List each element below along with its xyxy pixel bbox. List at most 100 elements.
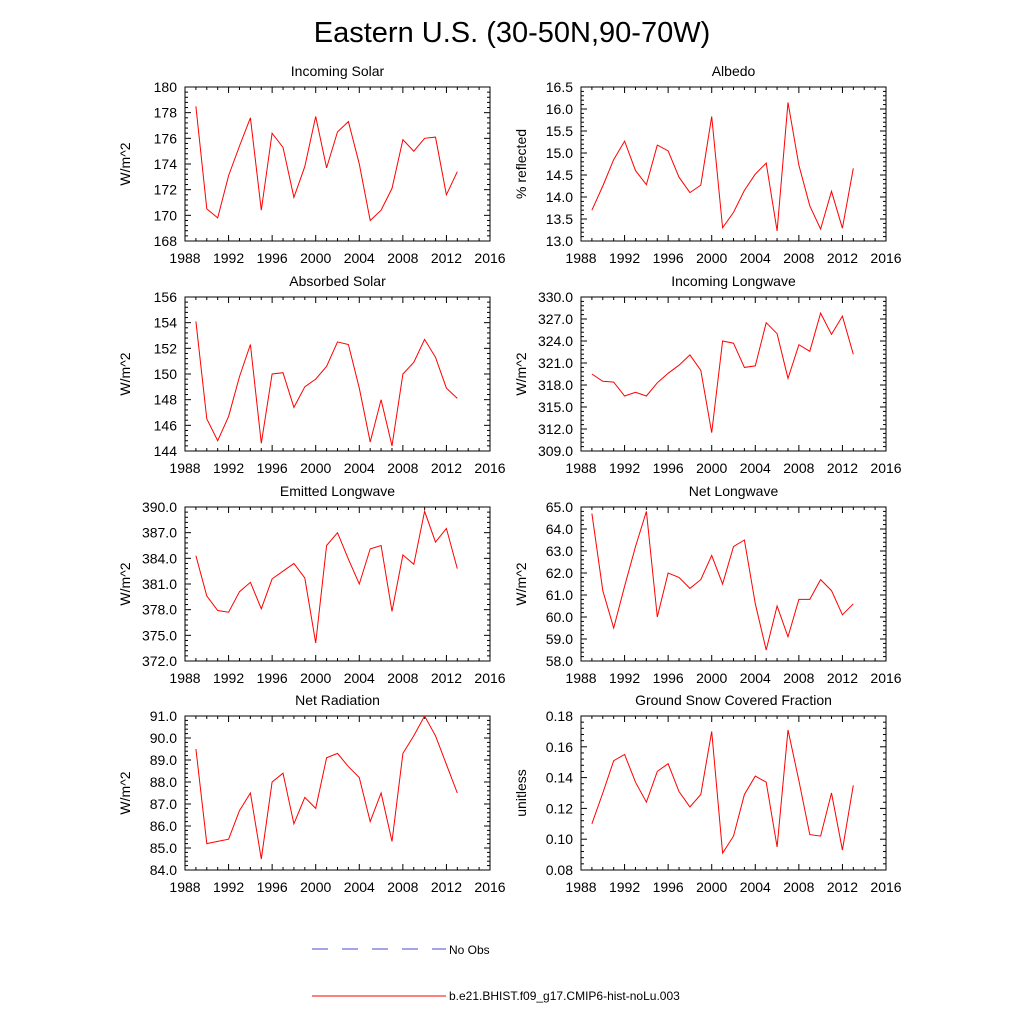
x-tick-label: 2004 — [344, 670, 375, 686]
x-tick-label: 1988 — [565, 250, 596, 266]
y-tick-label: 0.18 — [546, 708, 573, 724]
y-axis-label: W/m^2 — [513, 352, 529, 395]
y-tick-label: 86.0 — [150, 818, 177, 834]
legend-label-model: b.e21.BHIST.f09_g17.CMIP6-hist-noLu.003 — [449, 989, 680, 1003]
x-tick-label: 2012 — [431, 460, 462, 476]
x-tick-label: 1996 — [257, 250, 288, 266]
plot-frame — [184, 86, 491, 242]
x-tick-label: 2000 — [696, 250, 727, 266]
x-tick-label: 2016 — [870, 670, 901, 686]
x-tick-label: 2012 — [827, 460, 858, 476]
y-tick-label: 312.0 — [538, 421, 573, 437]
y-tick-label: 372.0 — [142, 653, 177, 669]
x-tick-label: 2012 — [431, 879, 462, 895]
y-tick-label: 384.0 — [142, 550, 177, 566]
x-tick-label: 2008 — [387, 879, 418, 895]
y-tick-label: 63.0 — [546, 543, 573, 559]
y-tick-label: 13.5 — [546, 211, 573, 227]
y-axis-label: unitless — [513, 769, 529, 816]
panel-7: Net Radiation 1988 1992 1996 2000 2004 2008 201… — [117, 692, 506, 895]
x-tick-label: 2012 — [431, 250, 462, 266]
y-tick-label: 14.5 — [546, 167, 573, 183]
x-tick-label: 2012 — [827, 879, 858, 895]
y-tick-label: 61.0 — [546, 587, 573, 603]
x-tick-label: 1988 — [169, 670, 200, 686]
y-axis-label: W/m^2 — [117, 771, 133, 814]
x-tick-label: 2008 — [387, 460, 418, 476]
y-tick-label: 60.0 — [546, 609, 573, 625]
x-tick-label: 2012 — [431, 670, 462, 686]
x-tick-label: 2016 — [870, 460, 901, 476]
y-tick-label: 87.0 — [150, 796, 177, 812]
x-tick-label: 1988 — [169, 250, 200, 266]
y-axis-label: W/m^2 — [117, 562, 133, 605]
y-tick-label: 146 — [154, 417, 178, 433]
x-tick-label: 2016 — [870, 879, 901, 895]
panel-4: Incoming Longwave 1988 1992 1996 2000 2004 200… — [513, 273, 902, 476]
x-tick-label: 1996 — [257, 879, 288, 895]
series-line — [195, 106, 458, 222]
y-tick-label: 91.0 — [150, 708, 177, 724]
series-line — [195, 714, 458, 860]
plot-frame — [580, 506, 887, 662]
plot-frame — [580, 86, 887, 242]
y-tick-label: 170 — [154, 207, 178, 223]
panel-title: Absorbed Solar — [289, 273, 386, 289]
y-tick-label: 152 — [154, 340, 178, 356]
plot-frame — [184, 506, 491, 662]
panel-title: Emitted Longwave — [280, 483, 395, 499]
y-tick-label: 59.0 — [546, 631, 573, 647]
x-tick-label: 2004 — [344, 460, 375, 476]
x-tick-label: 2004 — [740, 670, 771, 686]
y-tick-label: 64.0 — [546, 521, 573, 537]
x-tick-label: 2000 — [696, 460, 727, 476]
y-tick-label: 375.0 — [142, 627, 177, 643]
y-tick-label: 144 — [154, 443, 178, 459]
y-tick-label: 378.0 — [142, 602, 177, 618]
x-tick-label: 2016 — [870, 250, 901, 266]
y-tick-label: 0.10 — [546, 831, 573, 847]
y-axis-label: W/m^2 — [117, 352, 133, 395]
y-tick-label: 58.0 — [546, 653, 573, 669]
x-tick-label: 2012 — [827, 670, 858, 686]
x-tick-label: 1996 — [653, 460, 684, 476]
x-tick-label: 2008 — [387, 670, 418, 686]
x-tick-label: 1996 — [653, 879, 684, 895]
y-tick-label: 15.0 — [546, 145, 573, 161]
y-tick-label: 318.0 — [538, 377, 573, 393]
x-tick-label: 2016 — [474, 250, 505, 266]
x-tick-label: 1996 — [257, 670, 288, 686]
x-tick-label: 1988 — [565, 670, 596, 686]
panel-title: Incoming Solar — [291, 63, 385, 79]
y-tick-label: 15.5 — [546, 123, 573, 139]
y-tick-label: 62.0 — [546, 565, 573, 581]
y-tick-label: 178 — [154, 105, 178, 121]
y-tick-label: 154 — [154, 315, 178, 331]
y-tick-label: 381.0 — [142, 576, 177, 592]
figure-title: Eastern U.S. (30-50N,90-70W) — [314, 17, 710, 49]
panel-title: Net Radiation — [295, 692, 380, 708]
legend: No Obs b.e21.BHIST.f09_g17.CMIP6-hist-no… — [312, 943, 680, 1003]
x-tick-label: 2004 — [344, 250, 375, 266]
x-tick-label: 2000 — [696, 879, 727, 895]
y-tick-label: 88.0 — [150, 774, 177, 790]
series-line — [591, 729, 854, 855]
x-tick-label: 2000 — [300, 879, 331, 895]
x-tick-label: 2008 — [783, 460, 814, 476]
y-tick-label: 89.0 — [150, 752, 177, 768]
y-tick-label: 148 — [154, 392, 178, 408]
x-tick-label: 2016 — [474, 670, 505, 686]
y-tick-label: 321.0 — [538, 355, 573, 371]
y-tick-label: 150 — [154, 366, 178, 382]
x-tick-label: 1996 — [653, 250, 684, 266]
x-tick-label: 1992 — [609, 670, 640, 686]
x-tick-label: 2000 — [300, 670, 331, 686]
series-line — [195, 509, 458, 644]
panel-3: Absorbed Solar 1988 1992 1996 2000 2004 2008 20… — [117, 273, 506, 476]
y-tick-label: 0.14 — [546, 770, 573, 786]
x-tick-label: 2004 — [344, 879, 375, 895]
x-tick-label: 1996 — [257, 460, 288, 476]
y-tick-label: 0.12 — [546, 800, 573, 816]
x-tick-label: 2008 — [783, 250, 814, 266]
panel-1: Incoming Solar 1988 1992 1996 2000 2004 2008 20… — [117, 63, 506, 266]
